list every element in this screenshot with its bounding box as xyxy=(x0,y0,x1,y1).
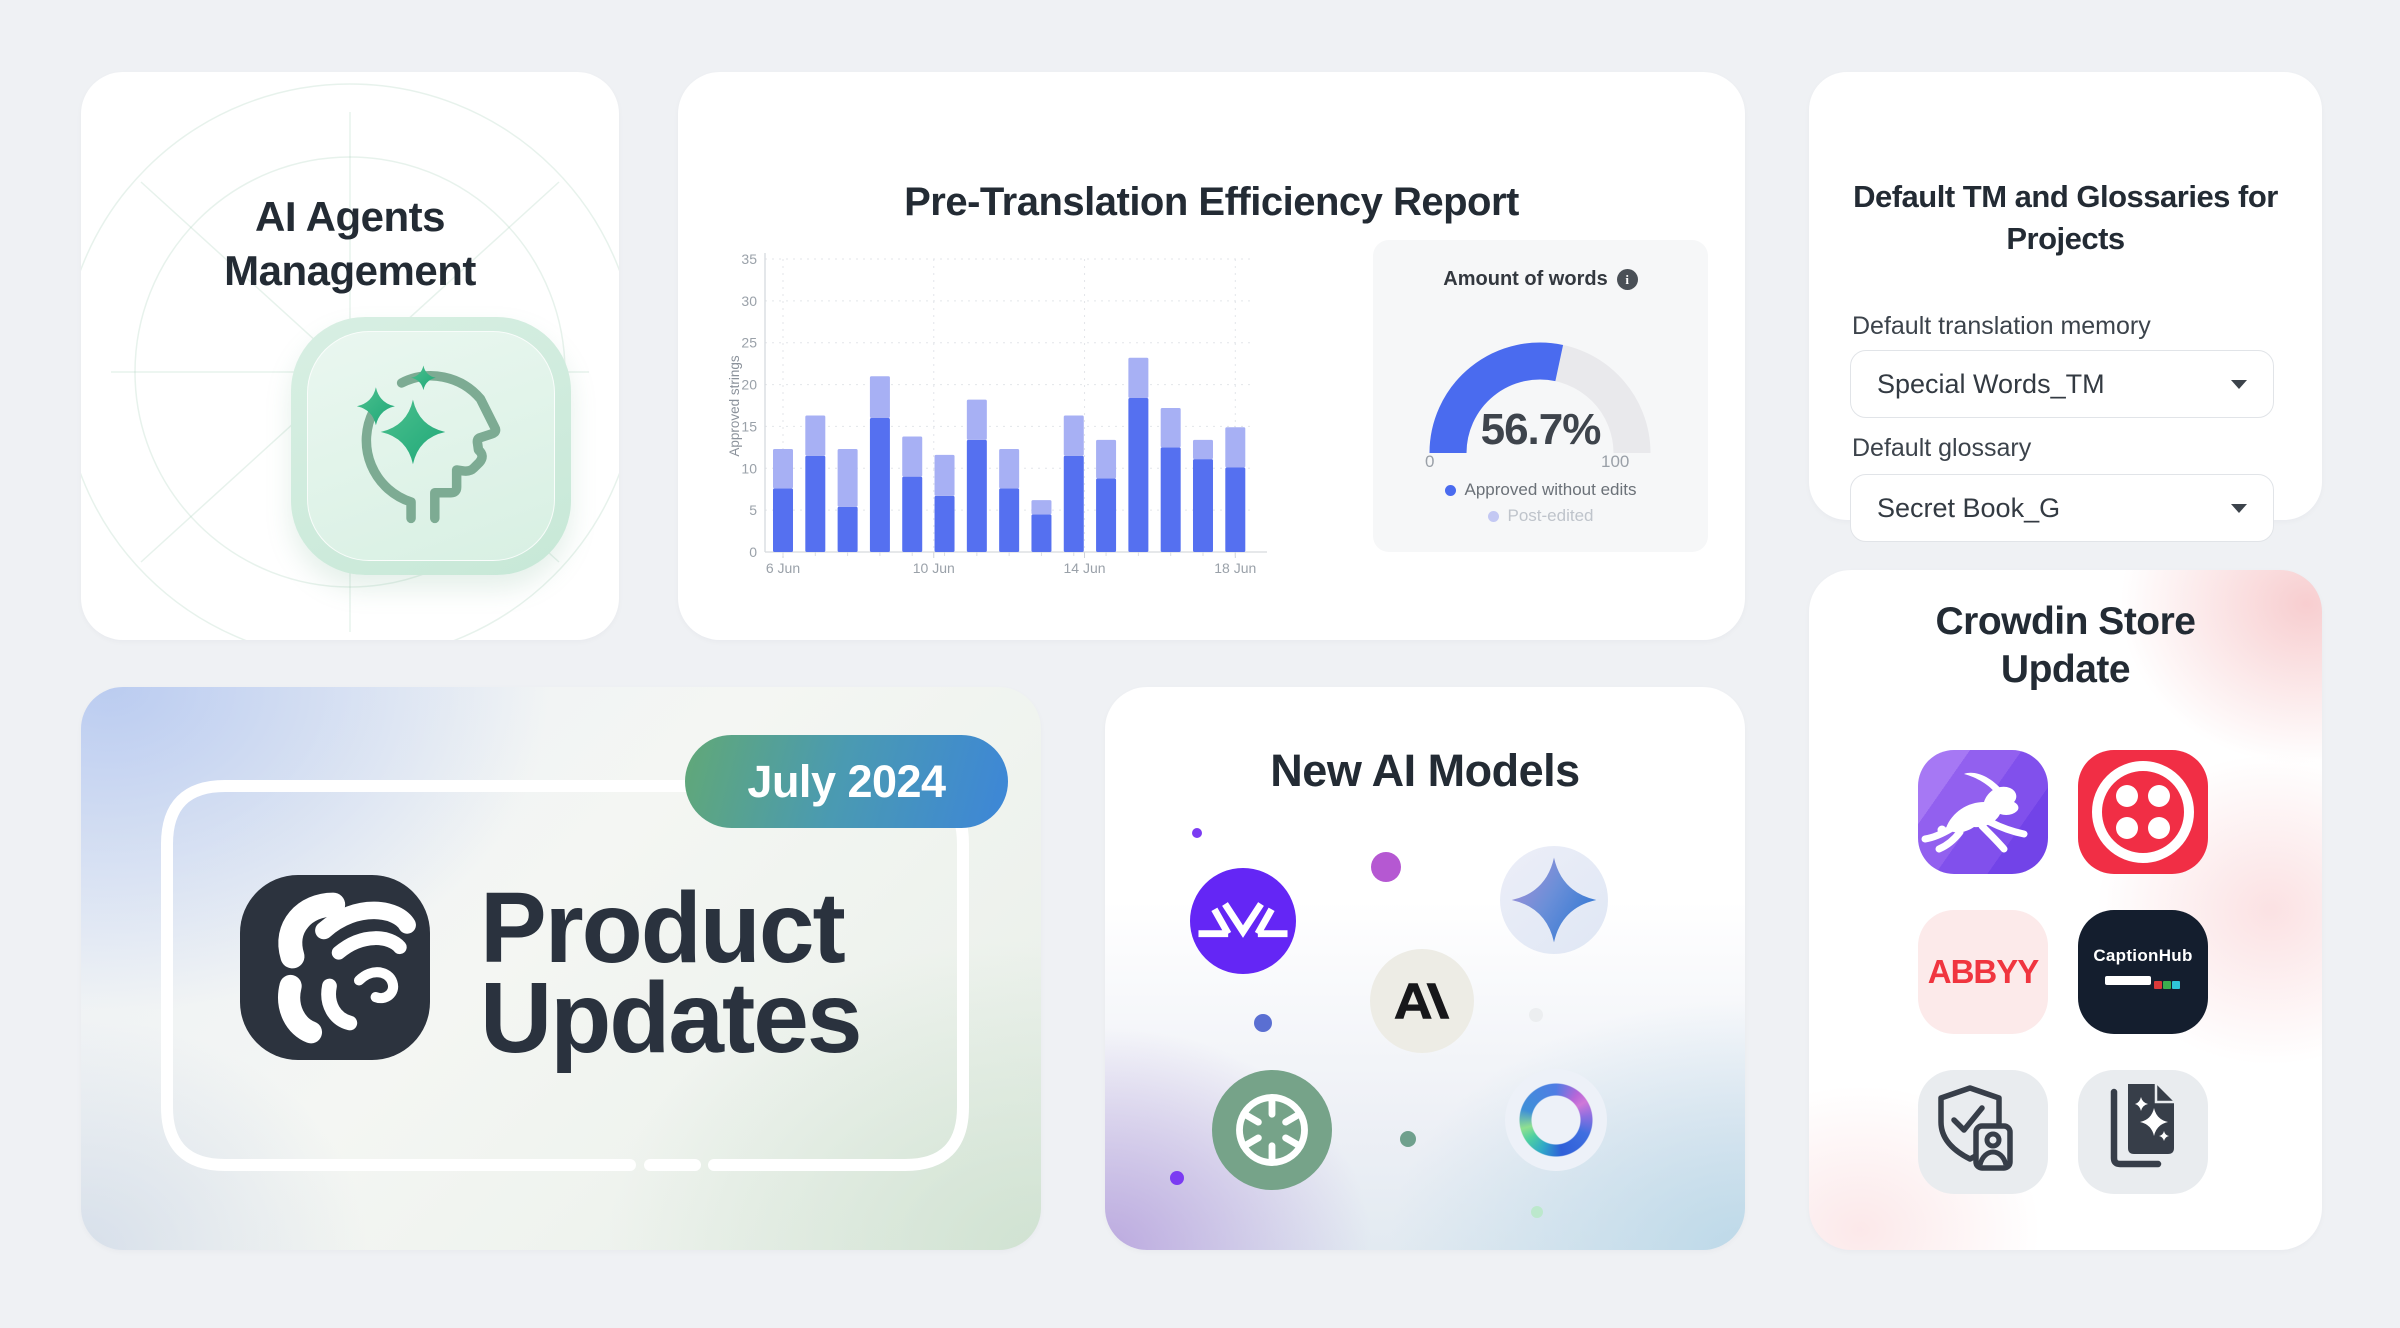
card-new-ai-models: New AI Models xyxy=(1105,687,1745,1250)
tm-select[interactable]: Special Words_TM xyxy=(1850,350,2274,418)
svg-text:6 Jun: 6 Jun xyxy=(766,560,800,576)
ai-agents-title: AI Agents Management xyxy=(224,193,476,294)
svg-text:20: 20 xyxy=(741,377,757,393)
rabbit-app-icon[interactable] xyxy=(1918,750,2048,874)
glossary-select[interactable]: Secret Book_G xyxy=(1850,474,2274,542)
date-badge: July 2024 xyxy=(685,735,1008,828)
card-default-tm-glossaries: Default TM and Glossaries for Projects D… xyxy=(1809,72,2322,542)
svg-text:5: 5 xyxy=(749,502,757,518)
legend-dot-icon xyxy=(1487,510,1499,522)
approved-strings-bar-chart: 6 Jun 10 Jun 14 Jun 18 Jun 0 5 10 15 20 25 30 35 App… xyxy=(728,251,1267,576)
gauge-min-label: 0 xyxy=(1425,452,1435,471)
openai-icon xyxy=(1212,1070,1332,1190)
legend-item[interactable]: Post-edited xyxy=(1487,506,1594,526)
chevron-down-icon xyxy=(2231,379,2247,389)
glossary-label: Default glossary xyxy=(1852,434,2032,462)
decor-dot xyxy=(1400,1131,1416,1147)
amount-of-words-gauge xyxy=(1429,342,1651,454)
decor-dot xyxy=(1254,1014,1272,1032)
svg-text:14 Jun: 14 Jun xyxy=(1064,560,1106,576)
gauge-title: Amount of words xyxy=(1443,268,1608,290)
purple-v-model-icon xyxy=(1190,868,1296,974)
twilio-app-icon[interactable] xyxy=(2078,750,2208,874)
gradient-ring-model-icon xyxy=(1505,1069,1607,1171)
svg-text:18 Jun: 18 Jun xyxy=(1214,560,1256,576)
card-product-updates: July 2024 Product Updates xyxy=(81,687,1041,1250)
defaults-title: Default TM and Glossaries for Projects xyxy=(1853,179,2278,256)
chevron-down-icon xyxy=(2231,503,2247,513)
report-title: Pre-Translation Efficiency Report xyxy=(904,180,1519,224)
gauge-max-label: 100 xyxy=(1601,452,1630,471)
captionhub-app-icon[interactable]: CaptionHub xyxy=(2078,910,2208,1034)
store-title: Crowdin Store Update xyxy=(1935,600,2196,691)
decor-dot xyxy=(1371,852,1401,882)
ai-head-sparkles-icon xyxy=(356,365,501,524)
decor-dot xyxy=(1531,1206,1543,1218)
legend-dot-icon xyxy=(1444,484,1456,496)
gauge-legend: Approved without edits Post-edited xyxy=(1373,480,1708,526)
crowdin-logo xyxy=(240,875,430,1060)
gauge-value: 56.7% xyxy=(1480,405,1602,454)
svg-text:35: 35 xyxy=(741,251,757,267)
info-icon[interactable]: i xyxy=(1616,269,1638,290)
decor-dot xyxy=(1529,1008,1543,1022)
models-title: New AI Models xyxy=(1270,745,1580,796)
card-efficiency-report: Pre-Translation Efficiency Report 6 Jun 1… xyxy=(678,72,1745,640)
svg-text:0: 0 xyxy=(749,544,757,560)
decorative-outline xyxy=(161,780,969,1171)
decor-dot xyxy=(1170,1171,1184,1185)
svg-text:Approved strings: Approved strings xyxy=(728,355,742,457)
store-app-grid: ABBYY CaptionHub xyxy=(1918,750,2208,1194)
svg-text:10: 10 xyxy=(741,460,757,476)
svg-text:10 Jun: 10 Jun xyxy=(913,560,955,576)
tm-label: Default translation memory xyxy=(1852,312,2151,340)
svg-text:15: 15 xyxy=(741,418,757,434)
product-updates-title: Product Updates xyxy=(480,872,863,1074)
id-verification-app-icon[interactable] xyxy=(1918,1070,2048,1194)
smart-pages-app-icon[interactable] xyxy=(2078,1070,2208,1194)
legend-item[interactable]: Approved without edits xyxy=(1444,480,1637,500)
gauge-panel: Amount of words i 56.7% 0 100 Approved w… xyxy=(1373,240,1708,552)
abbyy-app-icon[interactable]: ABBYY xyxy=(1918,910,2048,1034)
anthropic-icon xyxy=(1370,949,1474,1053)
card-ai-agents: AI Agents Management xyxy=(81,72,619,640)
card-store-update: Crowdin Store Update xyxy=(1809,570,2322,1250)
decor-dot xyxy=(1192,828,1202,838)
gemini-sparkle-icon xyxy=(1500,846,1608,954)
svg-text:25: 25 xyxy=(741,335,757,351)
svg-text:30: 30 xyxy=(741,293,757,309)
ai-icon-squircle xyxy=(291,317,571,575)
